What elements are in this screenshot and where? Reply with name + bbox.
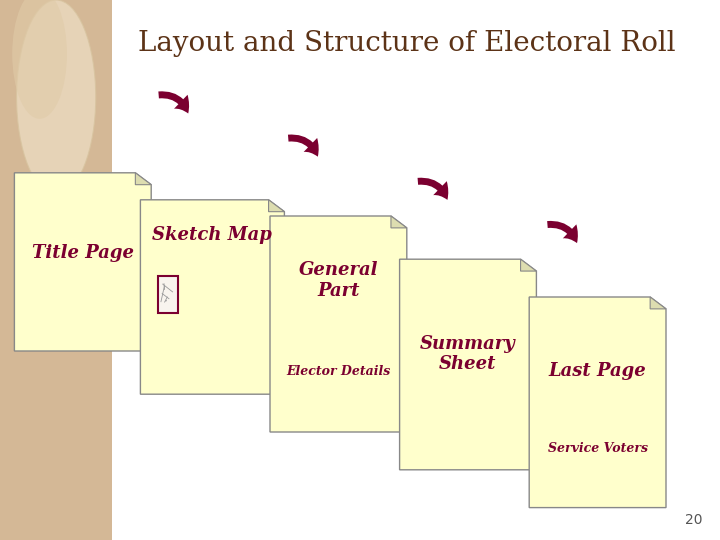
FancyArrowPatch shape [547, 221, 578, 243]
FancyArrowPatch shape [418, 178, 449, 200]
Text: Sketch Map: Sketch Map [153, 226, 272, 244]
Ellipse shape [12, 0, 67, 119]
Polygon shape [391, 216, 407, 228]
Text: Layout and Structure of Electoral Roll: Layout and Structure of Electoral Roll [138, 30, 675, 57]
Bar [158, 275, 178, 313]
Text: Summary
Sheet: Summary Sheet [420, 335, 516, 373]
Polygon shape [135, 173, 151, 185]
Text: Elector Details: Elector Details [287, 365, 390, 378]
Text: Service Voters: Service Voters [548, 442, 647, 455]
Polygon shape [400, 259, 536, 470]
Polygon shape [270, 216, 407, 432]
Polygon shape [14, 173, 151, 351]
Polygon shape [529, 297, 666, 508]
Ellipse shape [17, 0, 96, 194]
Polygon shape [650, 297, 666, 309]
FancyArrowPatch shape [288, 134, 319, 157]
Polygon shape [269, 200, 284, 212]
Text: Last Page: Last Page [549, 362, 647, 380]
Text: 20: 20 [685, 512, 702, 526]
FancyArrowPatch shape [158, 91, 189, 113]
Text: Title Page: Title Page [32, 244, 134, 262]
Polygon shape [521, 259, 536, 271]
Text: General
Part: General Part [299, 261, 378, 300]
Bar [0, 0, 112, 540]
Polygon shape [140, 200, 284, 394]
